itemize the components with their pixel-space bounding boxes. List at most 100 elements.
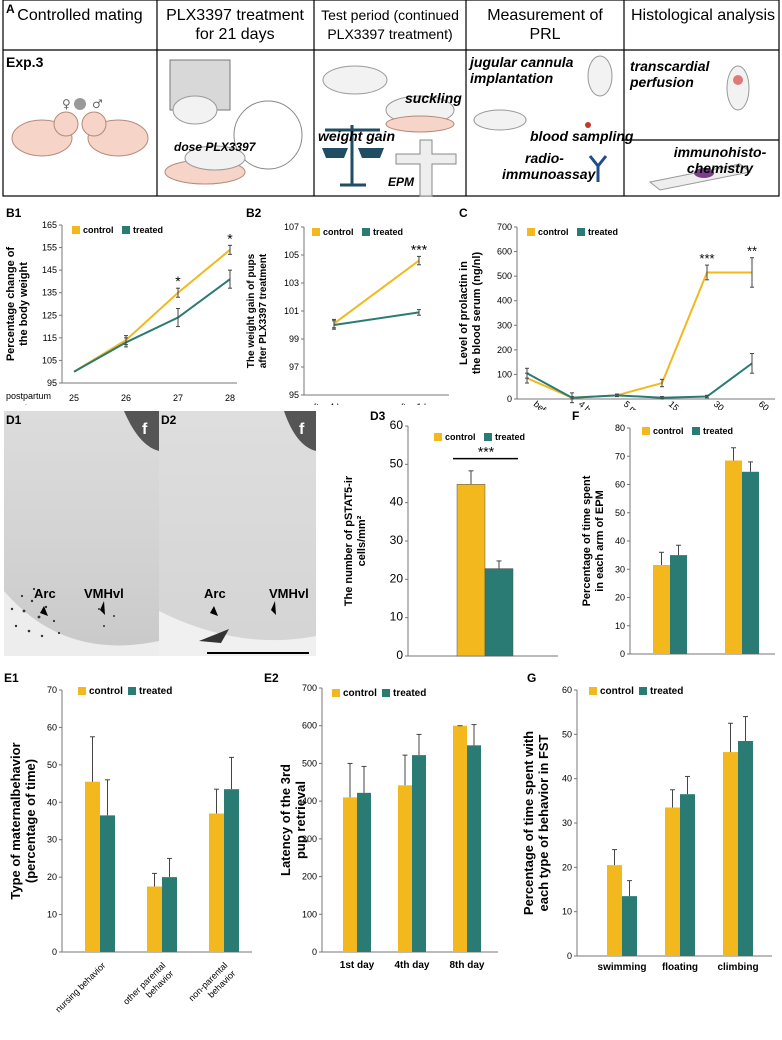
panel-label: G — [527, 671, 536, 685]
panel-a: A ♀ ♂ — [0, 0, 782, 198]
d2-arc-label: Arc — [204, 586, 226, 601]
bar-control — [456, 484, 486, 657]
y-tick-label: 135 — [42, 288, 57, 298]
legend-label-treated: treated — [703, 426, 733, 436]
y-tick-label: 99 — [289, 334, 299, 344]
panel-label-d2: D2 — [161, 413, 177, 427]
dose-label: dose PLX3397 — [174, 140, 256, 154]
y-axis-label: each type of behavior in FST — [536, 734, 551, 911]
y-tick-label: 300 — [302, 834, 317, 844]
x-tick-label: 8th day — [449, 960, 484, 971]
header-test-period: Test period (continued PLX3397 treatment… — [321, 7, 459, 42]
y-tick-label: 30 — [562, 818, 572, 828]
y-axis-label: Percentage of time spent with — [521, 731, 536, 915]
weight-gain-label: weight gain — [318, 128, 395, 144]
x-tick-label: 1st day — [340, 960, 375, 971]
bar-treated — [467, 745, 481, 952]
legend-label-control: control — [600, 686, 634, 697]
x-tick-label: floating — [662, 962, 698, 973]
y-tick-label: 115 — [43, 333, 57, 343]
y-tick-label: 70 — [47, 685, 57, 695]
chart-f: 0 10 20 30 40 50 60 70 80 Percentage of time spen… — [572, 409, 775, 659]
significance-label: *** — [411, 241, 428, 257]
y-tick-label: 50 — [47, 760, 57, 770]
series-line-treated — [526, 362, 753, 399]
y-tick-label: 30 — [390, 533, 404, 547]
y-tick-label: 20 — [562, 862, 572, 872]
legend-swatch-treated — [639, 687, 647, 695]
x-tick-label: 27 — [173, 393, 183, 403]
y-tick-label: 10 — [615, 621, 625, 631]
y-tick-label: 101 — [284, 306, 299, 316]
legend-swatch-control — [527, 228, 535, 236]
significance-label: * — [227, 230, 233, 246]
y-axis-label: Level of prolactin in — [458, 261, 470, 365]
chart-c: 0 100 200 300 400 500 600 700 Level of prolactin… — [458, 206, 782, 410]
x-tick-label: after 4 hours — [309, 402, 360, 405]
panel-label: C — [459, 206, 468, 220]
bar-treated — [742, 471, 759, 654]
schematic-svg: ♀ ♂ — [2, 0, 780, 197]
panel-label: B1 — [6, 206, 22, 220]
legend-swatch-treated — [362, 228, 370, 236]
histology-d1: D1 f Arc VMHvl — [4, 411, 159, 656]
y-tick-label: 700 — [497, 222, 512, 232]
bar-treated — [357, 792, 371, 952]
chart-g: 0 10 20 30 40 50 60 Percentage of time spent wi… — [521, 671, 772, 973]
panel-label: F — [572, 409, 579, 423]
header-prl: Measurement of PRL — [487, 7, 603, 43]
y-tick-label: 20 — [47, 872, 57, 882]
y-axis-label: the body weight — [18, 262, 30, 346]
y-axis-label: Type of maternalbehavior — [8, 742, 23, 899]
legend-swatch-control — [312, 228, 320, 236]
bar-control — [147, 886, 162, 952]
legend-swatch-treated — [382, 689, 390, 697]
header-plx-treatment: PLX3397 treatment for 21 days — [166, 7, 304, 43]
significance-label: *** — [699, 251, 714, 266]
transcardial-label: transcardial perfusion — [630, 58, 710, 90]
bar-control — [665, 807, 680, 956]
x-axis-label: postpartum — [6, 391, 51, 401]
significance-label: ** — [747, 244, 757, 259]
y-tick-label: 50 — [615, 508, 625, 518]
bar-control — [723, 752, 738, 956]
y-tick-label: 40 — [390, 495, 404, 509]
y-tick-label: 0 — [620, 649, 625, 659]
legend-label-control: control — [343, 688, 377, 699]
y-tick-label: 60 — [615, 480, 625, 490]
legend-swatch-treated — [484, 433, 492, 441]
chart-b1: 95 105 115 125 135 145 155 165 Percentage change… — [5, 206, 237, 405]
bar-control — [725, 460, 742, 654]
d1-vmhvl-label: VMHvl — [84, 586, 124, 601]
y-tick-label: 100 — [497, 369, 512, 379]
legend-swatch-control — [332, 689, 340, 697]
legend-swatch-control — [78, 687, 86, 695]
y-tick-label: 400 — [302, 796, 317, 806]
bar-control — [453, 725, 467, 952]
chart-e1: 0 10 20 30 40 50 60 70 Type of maternalbehavior(… — [4, 671, 252, 1014]
y-tick-label: 97 — [289, 362, 299, 372]
y-tick-label: 60 — [390, 418, 404, 432]
y-tick-label: 700 — [302, 683, 317, 693]
x-tick-label: climbing — [717, 962, 758, 973]
x-tick-label: 25 — [69, 393, 79, 403]
y-tick-label: 20 — [615, 593, 625, 603]
series-line-control — [526, 271, 752, 399]
blood-label: blood sampling — [530, 128, 634, 144]
y-tick-label: 95 — [47, 378, 57, 388]
x-tick-label: nursing behavior — [53, 960, 107, 1014]
y-tick-label: 10 — [47, 910, 57, 920]
histology-d2-svg — [159, 411, 316, 656]
bar-treated — [162, 877, 177, 952]
svg-text:♂: ♂ — [92, 97, 103, 111]
y-tick-label: 200 — [302, 872, 317, 882]
d2-f-label: f — [299, 421, 305, 438]
y-tick-label: 60 — [562, 685, 572, 695]
legend-label-treated: treated — [139, 686, 172, 697]
series-line-treated — [333, 311, 420, 326]
x-tick-label: swimming — [598, 962, 647, 973]
legend-swatch-treated — [122, 226, 130, 234]
x-tick-label: 28 — [225, 393, 235, 403]
legend-label-treated: treated — [650, 686, 683, 697]
y-tick-label: 600 — [302, 721, 317, 731]
